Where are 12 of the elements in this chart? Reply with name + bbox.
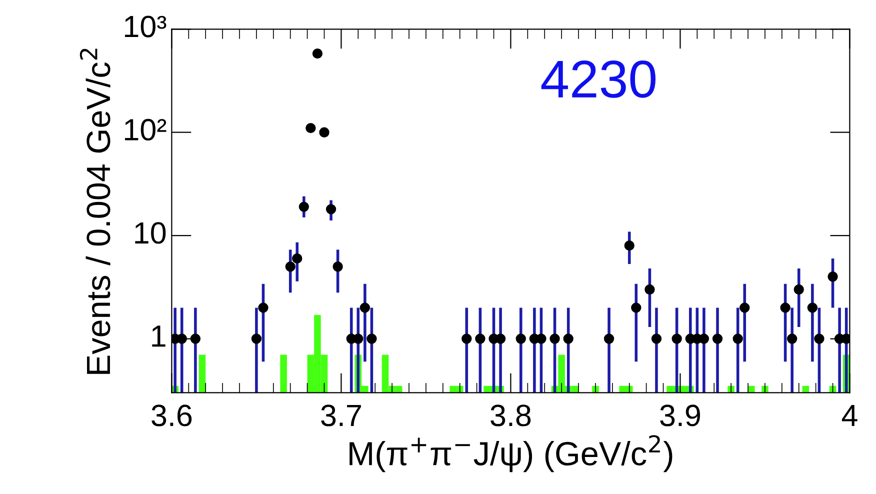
x-tick-label: 3.6: [152, 404, 192, 426]
y-axis-title: Events / 0.004 GeV/c$^{2}$: [80, 48, 110, 374]
x-axis-title: M(π$^{+}$π$^{−}$J/ψ) (GeV/c$^{2}$): [350, 435, 672, 472]
y-tick-label: 10³: [125, 16, 166, 38]
x-tick-label: 3.8: [490, 404, 531, 426]
y-tick-label: 10: [135, 222, 166, 244]
x-tick-label: 3.7: [321, 404, 361, 426]
x-tick-label: 4: [842, 404, 858, 426]
y-tick-label: 10²: [125, 118, 166, 141]
x-tick-label: 3.9: [660, 404, 700, 426]
y-tick-label: 1: [152, 326, 166, 347]
annotation: 4230: [541, 60, 656, 98]
